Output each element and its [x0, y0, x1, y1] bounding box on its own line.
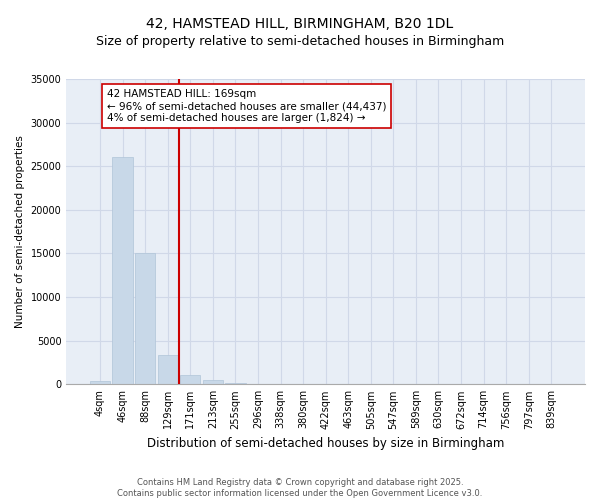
Bar — [180, 374, 200, 384]
Text: Contains HM Land Registry data © Crown copyright and database right 2025.
Contai: Contains HM Land Registry data © Crown c… — [118, 478, 482, 498]
Bar — [135, 252, 155, 384]
Y-axis label: Number of semi-detached properties: Number of semi-detached properties — [15, 135, 25, 328]
Text: Size of property relative to semi-detached houses in Birmingham: Size of property relative to semi-detach… — [96, 35, 504, 48]
Text: 42 HAMSTEAD HILL: 169sqm
← 96% of semi-detached houses are smaller (44,437)
4% o: 42 HAMSTEAD HILL: 169sqm ← 96% of semi-d… — [107, 90, 386, 122]
Bar — [203, 380, 223, 384]
Bar — [225, 382, 245, 384]
Bar — [90, 381, 110, 384]
Bar — [158, 354, 178, 384]
Text: 42, HAMSTEAD HILL, BIRMINGHAM, B20 1DL: 42, HAMSTEAD HILL, BIRMINGHAM, B20 1DL — [146, 18, 454, 32]
X-axis label: Distribution of semi-detached houses by size in Birmingham: Distribution of semi-detached houses by … — [147, 437, 505, 450]
Bar — [112, 156, 133, 384]
